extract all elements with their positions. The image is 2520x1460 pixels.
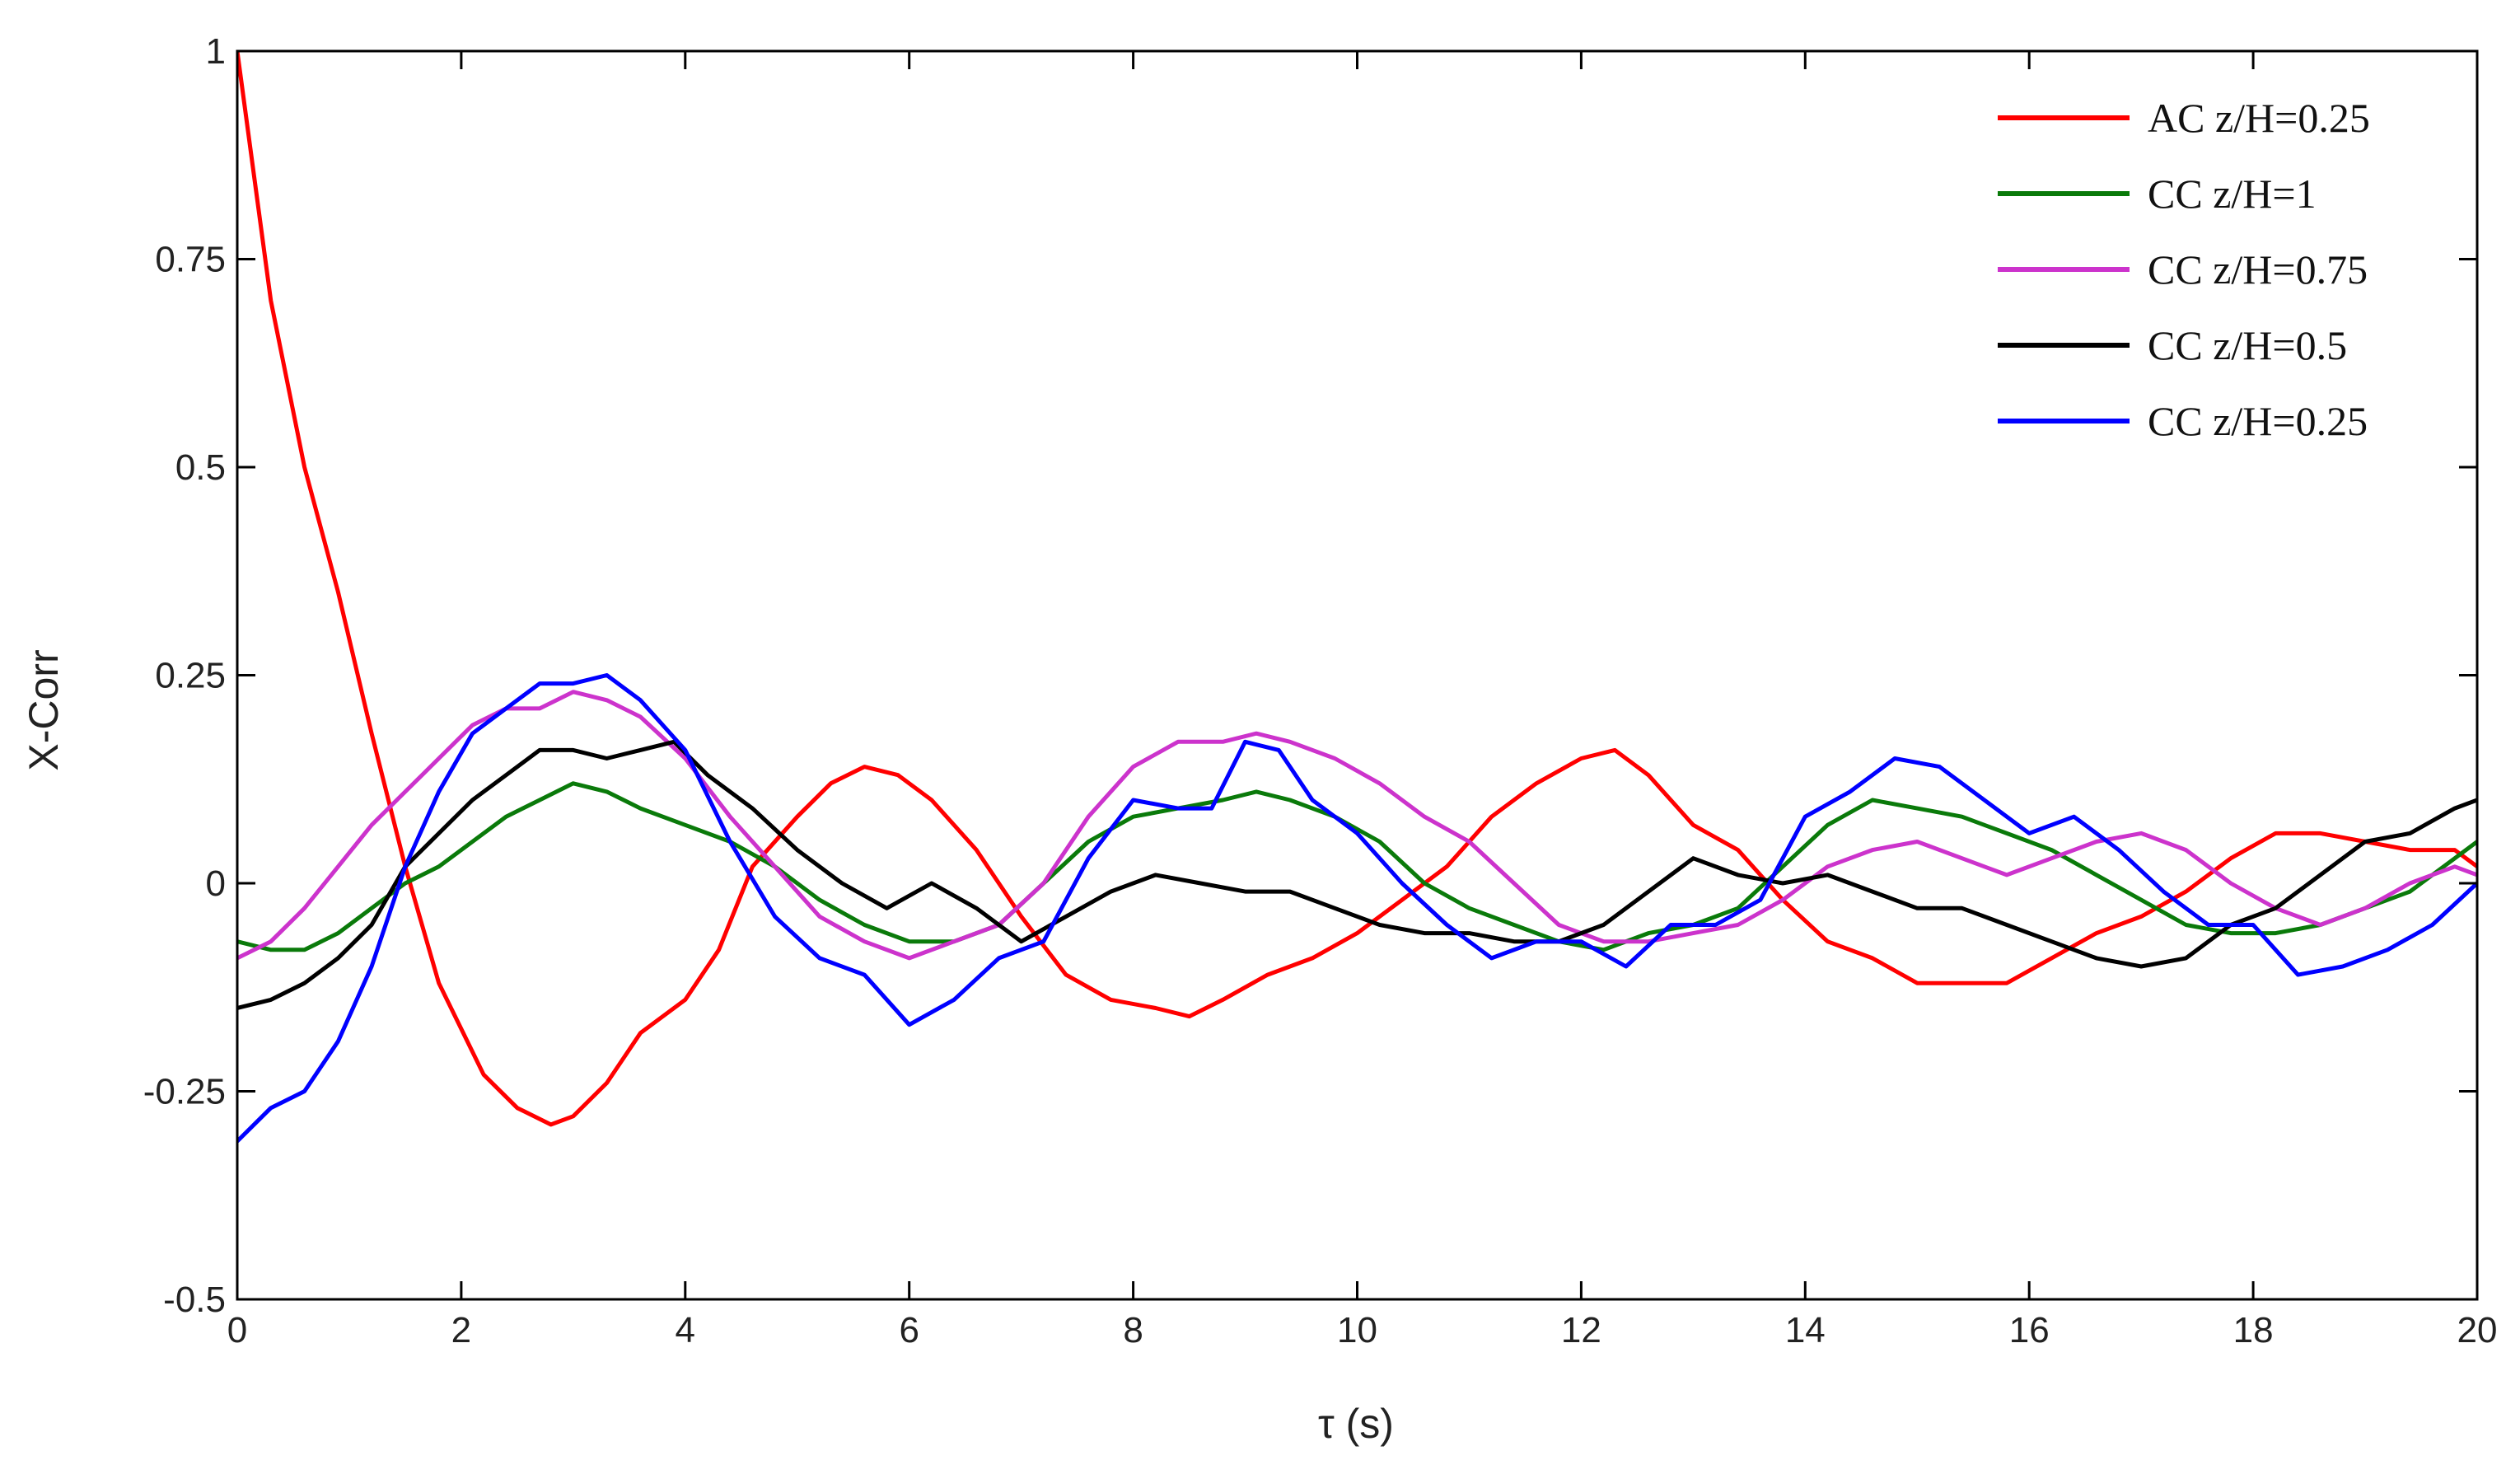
y-tick-label: -0.5: [163, 1280, 226, 1320]
x-tick-label: 18: [2233, 1310, 2274, 1350]
x-tick-label: 4: [676, 1310, 695, 1350]
legend-entry: CC z/H=0.5: [1998, 322, 2347, 368]
x-tick-label: 12: [1561, 1310, 1601, 1350]
axes-layer: [236, 49, 2479, 1301]
legend-label: CC z/H=0.5: [2148, 322, 2347, 368]
series-line-1: [237, 51, 2477, 1127]
plot-frame: [236, 49, 2479, 1301]
y-tick-label: 0.5: [175, 447, 226, 488]
series-line-4: [237, 739, 2477, 1010]
x-tick-label: 8: [1123, 1310, 1143, 1350]
x-tick-label: 2: [451, 1310, 471, 1350]
x-tick-label: 0: [227, 1310, 247, 1350]
y-tick-label: 0.75: [155, 240, 226, 280]
legend-entry: CC z/H=0.75: [1998, 246, 2368, 292]
series-line-3: [237, 690, 2477, 961]
x-tick-label: 6: [899, 1310, 919, 1350]
legend-entry: AC z/H=0.25: [1998, 95, 2370, 141]
x-tick-label: 20: [2457, 1310, 2498, 1350]
y-tick-label: 0.25: [155, 656, 226, 696]
legend-entry: CC z/H=1: [1998, 171, 2317, 217]
y-tick-label: -0.25: [143, 1072, 226, 1112]
x-tick-label: 16: [2009, 1310, 2050, 1350]
x-tick-label: 10: [1337, 1310, 1377, 1350]
series-line-5: [237, 673, 2477, 1144]
y-tick-label: 0: [206, 863, 226, 904]
ticks-layer: 0 2 4 6 8 10 12 14 16 18 20 -0.5 -0.25 0 0.25 0.5 0.75 1: [143, 31, 2498, 1350]
x-axis-label: τ (s): [1318, 1401, 1394, 1447]
series-layer: [237, 51, 2477, 1144]
y-axis-label: X-Corr: [21, 649, 67, 770]
legend-entry: CC z/H=0.25: [1998, 398, 2368, 444]
y-tick-label: 1: [206, 31, 226, 72]
legend-label: CC z/H=0.25: [2148, 398, 2368, 444]
legend-label: CC z/H=0.75: [2148, 246, 2368, 292]
x-tick-label: 14: [1785, 1310, 1826, 1350]
series-line-2: [237, 781, 2477, 952]
legend-label: CC z/H=1: [2148, 171, 2317, 217]
legend-label: AC z/H=0.25: [2148, 95, 2370, 141]
legend: AC z/H=0.25 CC z/H=1 CC z/H=0.75 CC z/H=0.5…: [1998, 95, 2370, 444]
